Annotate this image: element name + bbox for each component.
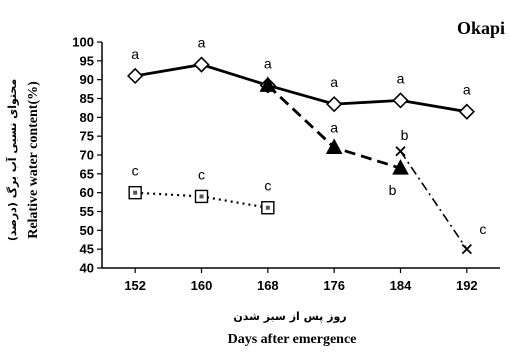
y-tick-label: 80 xyxy=(80,110,94,125)
significance-label: c xyxy=(479,221,486,237)
triangle-marker xyxy=(259,76,277,92)
series-line xyxy=(399,150,468,250)
x-tick-label: 176 xyxy=(323,278,345,293)
y-axis-label: Relative water content(%) xyxy=(26,81,41,239)
significance-label: c xyxy=(198,166,205,182)
series-line xyxy=(134,63,468,114)
y-tick-label: 75 xyxy=(80,129,94,144)
x-axis-label-persian: روز پس از سبز شدن xyxy=(233,310,346,323)
diamond-marker xyxy=(392,92,409,109)
y-tick-label: 90 xyxy=(80,72,94,87)
y-tick-label: 45 xyxy=(80,242,94,257)
y-tick-label: 50 xyxy=(80,223,94,238)
significance-label: c xyxy=(264,178,271,194)
triangle-marker xyxy=(392,159,409,175)
significance-label: b xyxy=(389,182,397,198)
significance-label: b xyxy=(401,127,409,143)
significance-label: a xyxy=(131,46,139,62)
diamond-marker xyxy=(127,67,144,85)
y-tick-label: 95 xyxy=(80,53,94,68)
diamond-marker xyxy=(458,103,475,120)
y-tick-label: 60 xyxy=(80,185,94,200)
square-marker-dot xyxy=(133,190,138,195)
diamond-marker xyxy=(326,96,343,113)
diamond-marker xyxy=(193,56,210,73)
cross-marker xyxy=(395,146,406,157)
significance-label: a xyxy=(463,82,471,98)
significance-label: a xyxy=(397,70,405,86)
y-tick-label: 85 xyxy=(80,91,94,106)
significance-label: a xyxy=(264,55,272,71)
triangle-marker xyxy=(325,138,343,154)
square-marker-dot xyxy=(265,205,270,210)
y-axis-label-persian: محتوای نسبی آب برگ (درصد) xyxy=(5,79,19,241)
x-tick-label: 160 xyxy=(191,278,213,293)
significance-label: a xyxy=(198,35,206,51)
x-tick-label: 152 xyxy=(124,278,146,293)
x-tick-label: 192 xyxy=(456,278,478,293)
y-tick-label: 55 xyxy=(80,204,94,219)
cross-marker xyxy=(461,244,472,255)
x-axis-label: Days after emergence xyxy=(228,332,357,347)
y-tick-label: 40 xyxy=(80,261,94,276)
x-tick-label: 168 xyxy=(257,278,279,293)
y-tick-label: 70 xyxy=(80,148,94,163)
chart-title: Okapi xyxy=(457,18,505,38)
y-tick-label: 65 xyxy=(80,166,94,181)
x-tick-label: 184 xyxy=(390,278,412,293)
significance-label: a xyxy=(330,119,338,135)
significance-label: c xyxy=(132,163,139,179)
y-tick-label: 100 xyxy=(72,35,94,50)
square-marker-dot xyxy=(199,194,204,199)
significance-label: a xyxy=(330,74,338,90)
